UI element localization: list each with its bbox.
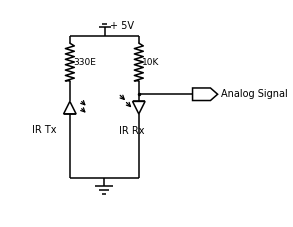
Text: IR Rx: IR Rx [119,126,145,136]
Text: 330E: 330E [74,57,96,67]
Text: 10K: 10K [142,57,159,67]
Text: IR Tx: IR Tx [32,125,57,135]
Text: + 5V: + 5V [110,21,134,31]
Text: Analog Signal: Analog Signal [221,89,288,99]
